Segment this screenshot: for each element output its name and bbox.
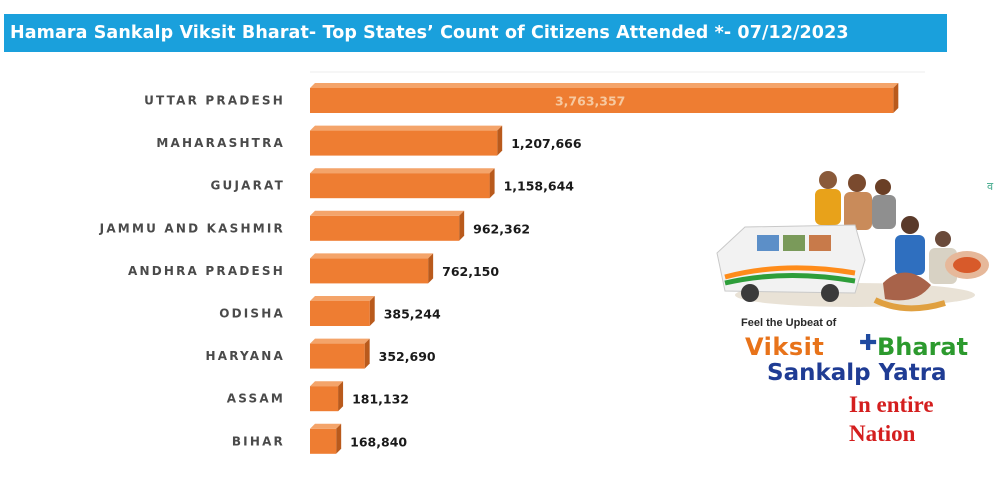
bar-side-face bbox=[369, 296, 375, 326]
promo-brand-viksit: Viksit bbox=[745, 333, 825, 361]
bar-side-face bbox=[489, 168, 495, 199]
data-label: 962,362 bbox=[473, 221, 530, 236]
promo-slogan-line1: In entire bbox=[849, 392, 934, 417]
data-label: 3,763,357 bbox=[555, 94, 625, 109]
bar bbox=[310, 215, 460, 241]
promo-slogan-line2: Nation bbox=[849, 421, 916, 446]
bar bbox=[310, 258, 429, 284]
bar-top-face bbox=[310, 253, 434, 259]
data-label: 1,158,644 bbox=[504, 179, 575, 194]
bar bbox=[310, 386, 339, 412]
promo-brand-bharat: Bharat bbox=[877, 333, 969, 361]
promo-tagline: Feel the Upbeat of bbox=[741, 317, 837, 329]
title-bar: Hamara Sankalp Viksit Bharat- Top States… bbox=[4, 14, 947, 52]
bar-side-face bbox=[893, 83, 899, 113]
promo-plus-icon: ✚ bbox=[859, 331, 878, 356]
category-label: MAHARASHTRA bbox=[156, 136, 285, 150]
category-label: ANDHRA PRADESH bbox=[128, 264, 285, 278]
bar-side-face bbox=[428, 253, 434, 284]
bar-top-face bbox=[310, 338, 370, 344]
bar-top-face bbox=[310, 423, 342, 429]
data-label: 168,840 bbox=[350, 434, 407, 449]
yatra-van-photo-icon bbox=[716, 171, 989, 312]
category-label: UTTAR PRADESH bbox=[144, 94, 285, 108]
edge-glyph: व bbox=[987, 180, 994, 193]
data-label: 1,207,666 bbox=[511, 136, 582, 151]
bar bbox=[310, 301, 370, 326]
bar bbox=[310, 130, 498, 156]
bar bbox=[310, 173, 490, 199]
category-label: GUJARAT bbox=[210, 179, 285, 193]
bar-top-face bbox=[310, 210, 465, 216]
data-label: 352,690 bbox=[379, 349, 436, 364]
bar bbox=[310, 88, 894, 113]
bar-side-face bbox=[364, 338, 370, 369]
bar bbox=[310, 343, 365, 369]
category-label: ODISHA bbox=[219, 307, 285, 321]
page-title: Hamara Sankalp Viksit Bharat- Top States… bbox=[10, 23, 849, 43]
bar-side-face bbox=[338, 381, 344, 412]
bar-side-face bbox=[336, 423, 342, 454]
category-label: JAMMU AND KASHMIR bbox=[99, 221, 285, 235]
category-label: HARYANA bbox=[206, 349, 285, 363]
bar-side-face bbox=[459, 210, 465, 241]
category-label: BIHAR bbox=[232, 434, 285, 448]
bar-top-face bbox=[310, 296, 375, 301]
bar-top-face bbox=[310, 125, 503, 131]
promo-brand-sankalp-yatra: Sankalp Yatra bbox=[767, 360, 947, 386]
bar-top-face bbox=[310, 168, 495, 174]
bar-side-face bbox=[497, 125, 503, 156]
bar-top-face bbox=[310, 381, 344, 387]
category-label: ASSAM bbox=[227, 392, 285, 406]
bars-group: UTTAR PRADESH 3,763,357 MAHARASHTRA 1,207,6… bbox=[99, 71, 925, 454]
data-label: 385,244 bbox=[384, 307, 441, 322]
promo-graphic: Feel the Upbeat of Viksit ✚ Bharat Sanka… bbox=[705, 165, 995, 465]
bar-top-face bbox=[310, 83, 899, 88]
data-label: 762,150 bbox=[442, 264, 499, 279]
data-label: 181,132 bbox=[352, 392, 409, 407]
bar bbox=[310, 428, 337, 454]
